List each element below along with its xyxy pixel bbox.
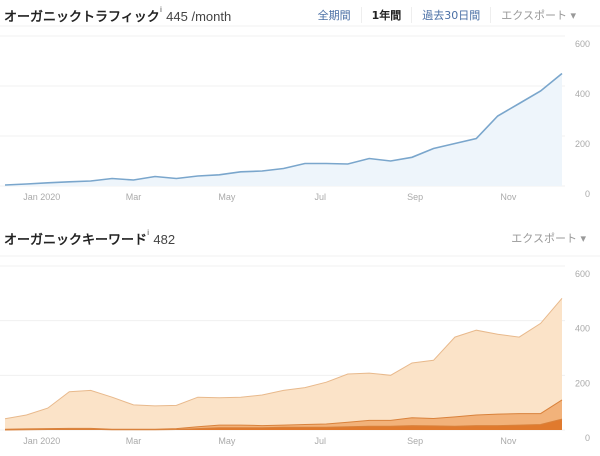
- range-30d-button[interactable]: 過去30日間: [412, 7, 492, 23]
- info-icon[interactable]: i: [147, 229, 150, 237]
- keywords-export-button[interactable]: エクスポート ▾: [511, 232, 586, 245]
- y-tick-label: 600: [575, 39, 590, 49]
- traffic-export-button[interactable]: エクスポート ▾: [501, 9, 576, 22]
- x-tick-label: Mar: [126, 436, 142, 446]
- y-tick-label: 200: [575, 139, 590, 149]
- traffic-header: オーガニックトラフィックi 445 /month: [4, 6, 231, 25]
- x-tick-label: Jul: [314, 436, 326, 446]
- y-tick-label: 200: [575, 378, 590, 388]
- traffic-value: 445 /month: [166, 9, 232, 24]
- area-series-2: [5, 419, 562, 430]
- x-tick-label: Nov: [500, 436, 517, 446]
- line-series-1: [4, 399, 563, 430]
- x-tick-label: Sep: [407, 192, 423, 202]
- y-tick-label: 600: [575, 269, 590, 279]
- area-series-0: [5, 73, 562, 186]
- y-tick-label: 400: [575, 324, 590, 334]
- y-tick-label: 0: [585, 189, 590, 199]
- x-tick-label: May: [218, 192, 236, 202]
- line-series-0: [4, 297, 563, 420]
- keywords-header: オーガニックキーワードi 482: [4, 229, 175, 248]
- range-all-button[interactable]: 全期間: [308, 7, 362, 23]
- x-tick-label: Jul: [314, 192, 326, 202]
- area-series-1: [5, 399, 562, 430]
- range-controls: 全期間 1年間 過去30日間 エクスポート ▾: [308, 7, 586, 23]
- range-1y-button[interactable]: 1年間: [362, 7, 413, 23]
- line-series-2: [4, 418, 563, 431]
- x-tick-label: Mar: [126, 192, 142, 202]
- traffic-chart: 0 200 400 600 Jan 2020 Mar May Jul Sep Nov: [0, 25, 600, 202]
- area-series-0: [5, 298, 562, 430]
- x-tick-label: Jan 2020: [23, 436, 60, 446]
- line-series-0: [4, 72, 563, 186]
- x-tick-label: Nov: [500, 192, 517, 202]
- y-tick-label: 0: [585, 433, 590, 443]
- traffic-title: オーガニックトラフィック: [4, 10, 160, 25]
- x-tick-label: Jan 2020: [23, 192, 60, 202]
- keywords-value: 482: [153, 232, 176, 247]
- keywords-title: オーガニックキーワード: [4, 233, 148, 248]
- x-tick-label: May: [218, 436, 236, 446]
- x-tick-label: Sep: [407, 436, 423, 446]
- y-tick-label: 400: [575, 89, 590, 99]
- info-icon[interactable]: i: [159, 6, 163, 14]
